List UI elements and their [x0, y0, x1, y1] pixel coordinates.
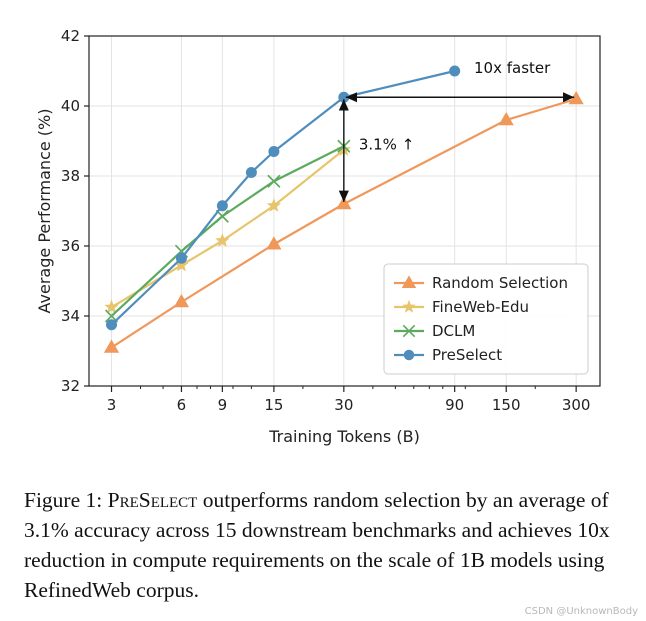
- data-point-fineweb-edu: [215, 233, 230, 247]
- x-tick-label: 90: [445, 396, 464, 414]
- data-point-fineweb-edu: [104, 299, 119, 314]
- data-point-preselect: [449, 65, 461, 77]
- data-point-random-selection: [103, 339, 120, 353]
- x-tick-label: 15: [264, 396, 283, 414]
- y-tick-label: 34: [61, 307, 80, 325]
- data-point-random-selection: [173, 294, 190, 308]
- data-point-fineweb-edu: [266, 198, 282, 212]
- caption-method-name: PreSelect: [107, 488, 198, 512]
- x-tick-label: 6: [177, 396, 187, 414]
- data-point-preselect: [268, 146, 280, 157]
- x-tick-label: 9: [218, 396, 228, 414]
- y-axis-label: Average Performance (%): [35, 109, 54, 314]
- watermark: CSDN @UnknownBody: [524, 606, 638, 617]
- x-tick-label: 150: [492, 396, 521, 414]
- caption-prefix: Figure 1:: [24, 488, 108, 512]
- y-tick-label: 42: [61, 27, 80, 45]
- series-random-selection: [103, 91, 584, 353]
- figure-caption: Figure 1: PreSelect outperforms random s…: [24, 485, 624, 605]
- y-tick-label: 36: [61, 237, 80, 255]
- legend-marker: [402, 324, 416, 338]
- caption-text: outperforms random selection by an avera…: [24, 488, 610, 602]
- data-point-random-selection: [498, 112, 514, 126]
- legend-label: PreSelect: [432, 346, 502, 364]
- legend-label: Random Selection: [432, 274, 568, 292]
- x-tick-label: 30: [334, 396, 353, 414]
- y-tick-label: 32: [61, 377, 80, 395]
- series-layer: [103, 65, 584, 353]
- data-point-random-selection: [336, 196, 352, 210]
- legend-marker: [402, 299, 416, 313]
- legend-item-preselect: PreSelect: [394, 346, 502, 364]
- data-point-preselect: [106, 319, 118, 331]
- legend-box: [383, 263, 589, 375]
- legend-item-fineweb-edu: FineWeb-Edu: [394, 298, 529, 316]
- legend: Random Selection FineWeb-Edu DCLM PreSelect: [383, 263, 589, 375]
- legend-marker: [403, 349, 415, 361]
- speedup-label: 10x faster: [474, 59, 551, 77]
- x-tick-label: 3: [107, 396, 117, 414]
- data-point-preselect: [175, 252, 187, 264]
- y-tick-label: 40: [61, 97, 80, 115]
- legend-marker: [401, 275, 417, 288]
- data-point-fineweb-edu: [174, 257, 189, 272]
- plot-area: [88, 35, 601, 387]
- legend-item-dclm: DCLM: [394, 322, 475, 340]
- data-point-preselect: [216, 200, 228, 212]
- data-point-random-selection: [266, 236, 282, 250]
- legend-label: FineWeb-Edu: [432, 298, 529, 316]
- improvement-label: 3.1% ↑: [359, 136, 414, 154]
- legend-item-random-selection: Random Selection: [394, 274, 568, 292]
- y-tick-label: 38: [61, 167, 80, 185]
- series-line-random-selection: [110, 97, 577, 349]
- x-tick-label: 300: [562, 396, 591, 414]
- data-point-preselect: [245, 167, 257, 178]
- x-axis-label: Training Tokens (B): [268, 427, 420, 446]
- legend-label: DCLM: [432, 322, 475, 340]
- annotations: 10x faster 3.1% ↑: [338, 59, 575, 202]
- data-point-dclm: [267, 174, 281, 188]
